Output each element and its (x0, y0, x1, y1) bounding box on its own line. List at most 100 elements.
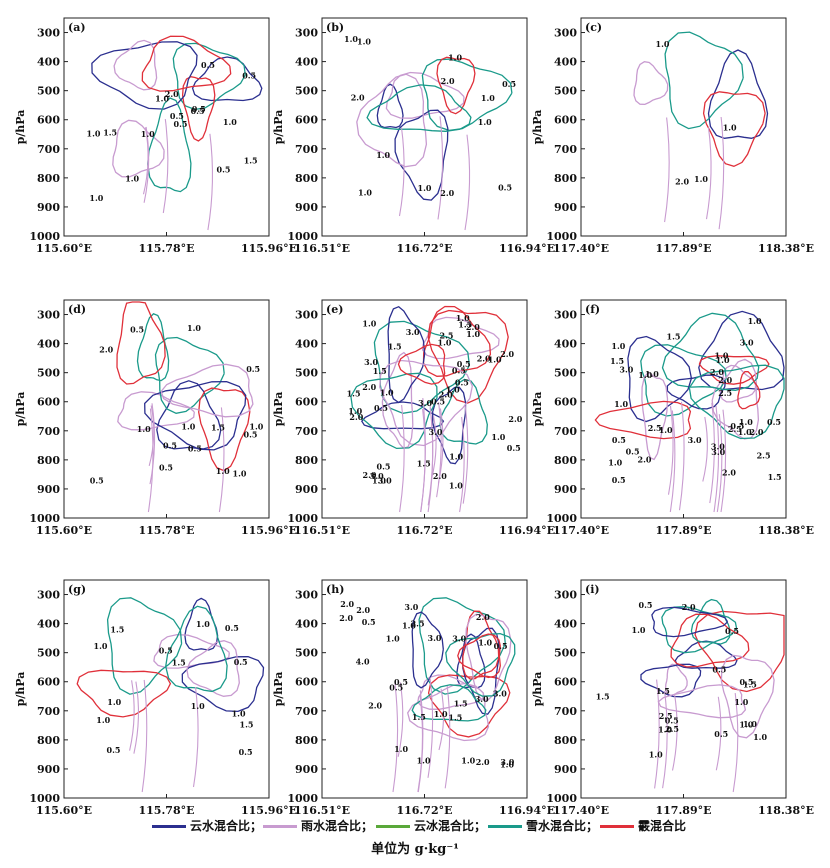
y-tick-label: 400 (37, 56, 60, 69)
panel-label: (f) (585, 303, 600, 316)
contour-label: 1.0 (738, 427, 752, 437)
contour-label: 1.0 (715, 351, 729, 361)
x-tick-label: 116.72°E (397, 804, 453, 817)
contour-line (641, 372, 669, 461)
legend-item-hail: 霰混合比 (600, 816, 686, 836)
contour-line (709, 402, 715, 504)
contour-label: 2.0 (682, 602, 696, 612)
contour-label: 0.5 (714, 729, 728, 739)
contour-label: 3.0 (688, 435, 702, 445)
contour-label: 1.0 (155, 93, 169, 103)
y-tick-label: 900 (37, 763, 60, 776)
contour-label: 1.5 (743, 679, 757, 689)
contour-label: 1.0 (216, 466, 230, 476)
contour-label: 1.0 (753, 732, 767, 742)
contour-label: 2.0 (675, 177, 689, 187)
contour-label: 0.5 (767, 417, 781, 427)
y-tick-label: 400 (554, 618, 577, 631)
panel-label: (a) (68, 21, 86, 34)
contour-label: 3.0 (428, 633, 442, 643)
y-tick-label: 400 (295, 338, 318, 351)
contour-label: 2.0 (368, 700, 382, 710)
contour-line (192, 687, 199, 788)
contour-line (671, 693, 678, 771)
plot-frame (580, 17, 787, 237)
contour-label: 2.0 (433, 471, 447, 481)
y-tick-label: 900 (295, 201, 318, 214)
contour-label: 2.0 (440, 188, 454, 198)
legend-label-cloud-water: 云水混合比； (190, 819, 263, 833)
contour-label: 1.0 (632, 625, 646, 635)
contour-label: 1.0 (394, 744, 408, 754)
contour-label: 1.0 (614, 399, 628, 409)
contour-label: 1.0 (739, 417, 753, 427)
x-tick-label: 115.78°E (139, 524, 195, 537)
y-tick-label: 700 (554, 705, 577, 718)
y-tick-label: 700 (554, 425, 577, 438)
y-tick-label: 900 (554, 483, 577, 496)
y-tick-label: 1000 (546, 230, 577, 243)
contour-line (718, 116, 725, 230)
x-tick-label: 117.89°E (656, 242, 712, 255)
contour-line (720, 654, 775, 739)
y-tick-label: 300 (554, 589, 577, 602)
contour-label: 1.5 (656, 686, 670, 696)
y-tick-label: 800 (295, 454, 318, 467)
y-axis-label: p/hPa (272, 392, 285, 427)
x-tick-label: 115.60°E (36, 242, 92, 255)
contour-label: 2.0 (439, 390, 453, 400)
contour-label: 1.0 (233, 468, 247, 478)
contour-line (640, 344, 727, 417)
contour-label: 1.0 (461, 756, 475, 766)
contour-label: 1.0 (694, 174, 708, 184)
y-tick-label: 800 (37, 734, 60, 747)
x-tick-label: 117.89°E (656, 524, 712, 537)
contour-label: 1.0 (478, 117, 492, 127)
legend-label-hail: 霰混合比 (638, 819, 687, 833)
contour-line (165, 605, 228, 693)
contour-label: 1.0 (196, 619, 210, 629)
contour-label: 1.0 (438, 337, 452, 347)
y-tick-label: 300 (37, 589, 60, 602)
contour-line (651, 606, 729, 638)
legend-swatch-hail (600, 825, 634, 828)
x-tick-label: 117.40°E (553, 242, 609, 255)
y-tick-label: 700 (37, 425, 60, 438)
contour-label: 1.5 (211, 423, 225, 433)
contour-label: 0.5 (362, 617, 376, 627)
contour-line (360, 401, 445, 430)
contour-line (350, 372, 438, 450)
legend-label-rain-water: 雨水混合比； (301, 819, 374, 833)
contour-label: 0.5 (502, 79, 516, 89)
contour-label: 1.5 (244, 156, 258, 166)
y-tick-label: 600 (554, 396, 577, 409)
contour-line (385, 71, 465, 119)
contour-label: 0.5 (457, 359, 471, 369)
contour-label: 3.0 (493, 689, 507, 699)
x-tick-label: 115.96°E (241, 804, 297, 817)
x-tick-label: 116.94°E (499, 242, 555, 255)
contour-line (116, 301, 166, 385)
x-tick-label: 116.51°E (294, 804, 350, 817)
contour-line (690, 598, 731, 645)
contour-label: 3.0 (619, 364, 633, 374)
contour-label: 0.5 (159, 463, 173, 473)
contour-label: 1.0 (488, 355, 502, 365)
y-tick-label: 700 (554, 143, 577, 156)
plot-frame (63, 579, 270, 799)
panel-label: (h) (326, 583, 344, 596)
contour-label: 2.0 (441, 76, 455, 86)
contour-label: 0.5 (712, 664, 726, 674)
contour-line (207, 133, 214, 231)
contour-line (702, 91, 766, 167)
contour-line (430, 415, 437, 480)
contour-line (172, 42, 246, 111)
contour-label: 2.0 (363, 470, 377, 480)
contour-line (356, 73, 428, 168)
contour-label: 0.5 (244, 430, 258, 440)
contour-line (162, 119, 169, 214)
contour-label: 1.5 (596, 692, 610, 702)
